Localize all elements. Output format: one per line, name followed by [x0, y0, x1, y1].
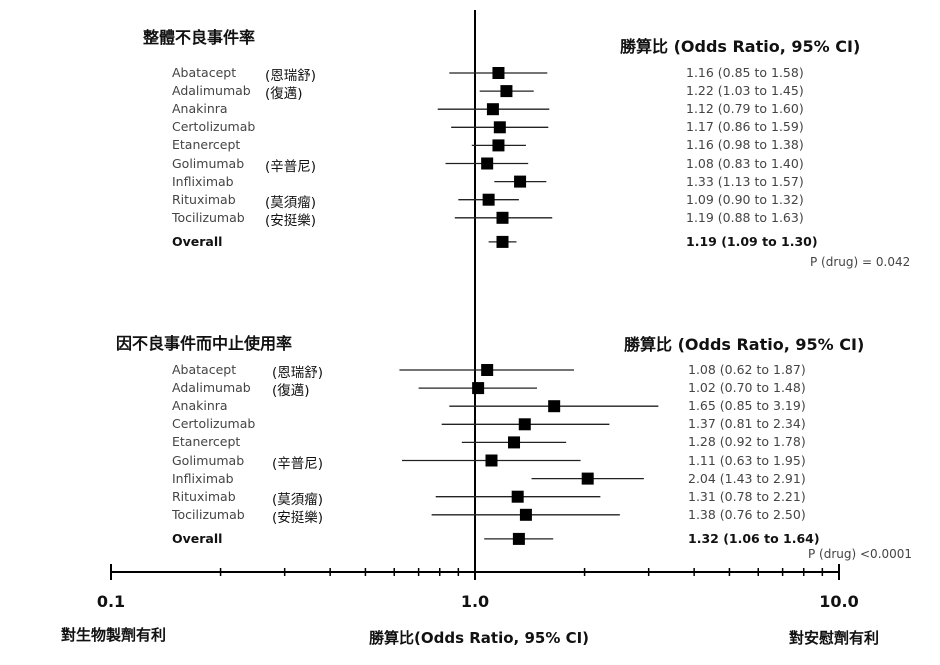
drug-label: Golimumab — [172, 155, 245, 171]
odds-ratio-value: 1.37 (0.81 to 2.34) — [688, 416, 806, 432]
odds-ratio-marker — [486, 103, 499, 116]
odds-ratio-value: 1.16 (0.98 to 1.38) — [686, 137, 804, 153]
odds-ratio-marker — [519, 508, 532, 521]
section-title-overall-ae: 整體不良事件率 — [143, 28, 256, 47]
odds-ratio-value: 1.31 (0.78 to 2.21) — [688, 488, 806, 504]
odds-ratio-value: 1.09 (0.90 to 1.32) — [686, 191, 804, 207]
tick-label-0-1: 0.1 — [96, 592, 126, 611]
odds-ratio-value: 1.11 (0.63 to 1.95) — [688, 452, 806, 468]
odds-ratio-marker — [492, 139, 505, 152]
odds-ratio-value: 1.08 (0.83 to 1.40) — [686, 155, 804, 171]
odds-ratio-marker — [472, 382, 485, 395]
odds-ratio-value: 1.28 (0.92 to 1.78) — [688, 434, 806, 450]
drug-chinese-name: (安挺樂) — [265, 212, 317, 229]
drug-chinese-name: (復邁) — [272, 383, 310, 400]
odds-ratio-value: 1.19 (0.88 to 1.63) — [686, 209, 804, 225]
tick-label-10-0: 10.0 — [819, 592, 859, 611]
x-axis-title: 勝算比(Odds Ratio, 95% CI) — [369, 629, 590, 647]
odds-ratio-value: 1.22 (1.03 to 1.45) — [686, 83, 804, 99]
odds-ratio-value: 1.08 (0.62 to 1.87) — [688, 362, 806, 377]
drug-label: Certolizumab — [172, 416, 256, 432]
drug-label: Adalimumab — [172, 380, 251, 396]
drug-label: Etanercept — [172, 434, 241, 450]
odds-ratio-marker — [481, 157, 494, 170]
odds-ratio-marker — [496, 211, 509, 224]
odds-ratio-marker — [548, 400, 561, 413]
drug-chinese-name: (恩瑞舒) — [265, 68, 317, 84]
drug-label: Anakinra — [172, 101, 228, 117]
drug-label: Infliximab — [172, 470, 234, 486]
drug-label: Adalimumab — [172, 83, 251, 99]
odds-ratio-marker — [485, 454, 498, 467]
drug-label: Anakinra — [172, 398, 228, 414]
favors-biologic-label: 對生物製劑有利 — [61, 626, 167, 644]
odds-ratio-value: 1.19 (1.09 to 1.30) — [686, 233, 818, 249]
drug-chinese-name: (恩瑞舒) — [272, 365, 324, 381]
section-title-discontinuation: 因不良事件而中止使用率 — [116, 334, 293, 353]
odds-ratio-value: 1.17 (0.86 to 1.59) — [686, 119, 804, 135]
odds-ratio-marker — [496, 235, 509, 248]
drug-label: Tocilizumab — [172, 506, 245, 522]
favors-placebo-label: 對安慰劑有利 — [789, 629, 880, 647]
odds-ratio-marker — [482, 193, 495, 206]
odds-ratio-marker — [493, 121, 506, 134]
or-header-discontinuation: 勝算比 (Odds Ratio, 95% CI) — [624, 335, 865, 354]
odds-ratio-value: 1.38 (0.76 to 2.50) — [688, 506, 806, 522]
drug-label: Overall — [172, 233, 223, 249]
drug-label: Certolizumab — [172, 119, 256, 135]
odds-ratio-value: 1.32 (1.06 to 1.64) — [688, 530, 820, 546]
drug-label: Rituximab — [172, 488, 236, 504]
odds-ratio-marker — [492, 67, 505, 79]
or-header-overall-ae: 勝算比 (Odds Ratio, 95% CI) — [620, 37, 861, 56]
odds-ratio-value: 1.02 (0.70 to 1.48) — [688, 380, 806, 396]
odds-ratio-value: 2.04 (1.43 to 2.91) — [688, 470, 806, 486]
drug-chinese-name: (復邁) — [265, 86, 303, 103]
drug-chinese-name: (辛普尼) — [272, 455, 324, 472]
drug-label: Infliximab — [172, 173, 234, 189]
drug-label: Rituximab — [172, 191, 236, 207]
p-value-discontinuation: P (drug) <0.0001 — [808, 547, 913, 561]
drug-label: Overall — [172, 530, 223, 546]
odds-ratio-marker — [508, 436, 521, 449]
odds-ratio-value: 1.16 (0.85 to 1.58) — [686, 65, 804, 80]
p-value-overall-ae: P (drug) = 0.042 — [810, 255, 911, 269]
drug-label: Etanercept — [172, 137, 241, 153]
drug-chinese-name: (莫須瘤) — [265, 194, 317, 211]
odds-ratio-marker — [512, 532, 525, 545]
drug-chinese-name: (安挺樂) — [272, 509, 324, 526]
tick-label-1-0: 1.0 — [460, 592, 490, 611]
odds-ratio-marker — [500, 85, 513, 98]
drug-chinese-name: (莫須瘤) — [272, 491, 324, 508]
drug-label: Golimumab — [172, 452, 245, 468]
odds-ratio-value: 1.33 (1.13 to 1.57) — [686, 173, 804, 189]
odds-ratio-value: 1.12 (0.79 to 1.60) — [686, 101, 804, 117]
odds-ratio-marker — [518, 418, 531, 431]
odds-ratio-marker — [514, 175, 527, 188]
drug-label: Tocilizumab — [172, 209, 245, 225]
odds-ratio-marker — [581, 472, 594, 485]
drug-label: Abatacept — [172, 65, 237, 80]
odds-ratio-marker — [511, 490, 524, 503]
odds-ratio-marker — [481, 364, 494, 376]
drug-chinese-name: (辛普尼) — [265, 158, 317, 175]
odds-ratio-value: 1.65 (0.85 to 3.19) — [688, 398, 806, 414]
drug-label: Abatacept — [172, 362, 237, 377]
